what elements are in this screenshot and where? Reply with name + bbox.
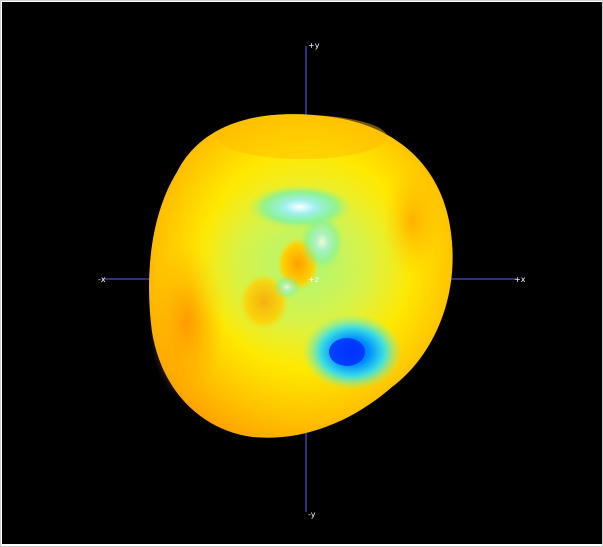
axis-label-neg-x: -x (98, 275, 106, 284)
axis-label-pos-x: +x (514, 275, 526, 284)
axis-labels: +y -y +x -x +z (98, 41, 526, 519)
spherical-harmonic-surface (149, 114, 453, 438)
axis-label-neg-y: -y (308, 510, 316, 519)
axis-label-pos-y: +y (308, 41, 320, 50)
axis-label-pos-z: +z (308, 275, 319, 284)
